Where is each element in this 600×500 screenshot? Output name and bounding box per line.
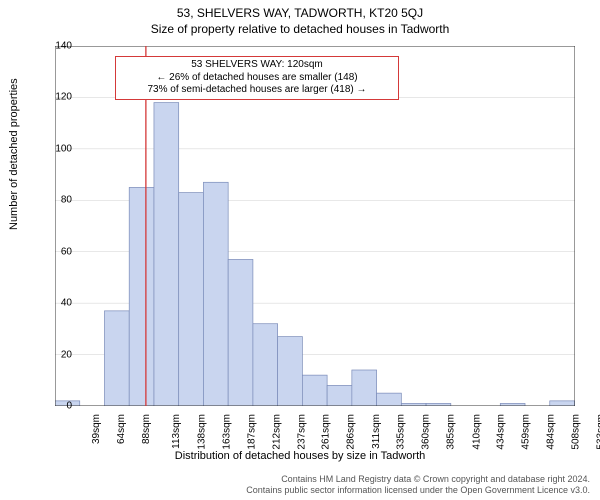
attribution-line2: Contains public sector information licen… <box>246 485 590 496</box>
y-tick: 20 <box>42 349 72 360</box>
y-tick: 40 <box>42 298 72 309</box>
x-tick: 484sqm <box>546 414 557 450</box>
y-tick: 60 <box>42 246 72 257</box>
x-axis-label: Distribution of detached houses by size … <box>0 450 600 462</box>
x-tick: 508sqm <box>570 414 581 450</box>
attribution-text: Contains HM Land Registry data © Crown c… <box>246 474 590 496</box>
x-tick: 64sqm <box>116 414 127 444</box>
x-tick: 113sqm <box>171 414 182 449</box>
x-tick: 88sqm <box>141 414 152 444</box>
annotation-line1: 53 SHELVERS WAY: 120sqm <box>122 59 392 72</box>
x-tick: 39sqm <box>91 414 102 444</box>
annotation-line2: ← 26% of detached houses are smaller (14… <box>122 72 392 85</box>
x-tick: 212sqm <box>271 414 282 450</box>
y-tick: 120 <box>42 92 72 103</box>
x-tick: 163sqm <box>222 414 233 450</box>
page-subtitle: Size of property relative to detached ho… <box>0 20 600 36</box>
x-tick: 533sqm <box>595 414 600 450</box>
x-tick: 187sqm <box>246 414 257 450</box>
y-axis-label: Number of detached properties <box>8 78 20 230</box>
x-tick: 138sqm <box>197 414 208 450</box>
x-tick: 261sqm <box>321 414 332 450</box>
y-tick: 140 <box>42 41 72 52</box>
x-tick: 237sqm <box>297 414 308 450</box>
annotation-callout: 53 SHELVERS WAY: 120sqm ← 26% of detache… <box>115 56 399 100</box>
x-tick: 360sqm <box>421 414 432 450</box>
annotation-line3: 73% of semi-detached houses are larger (… <box>122 84 392 97</box>
x-tick: 335sqm <box>396 414 407 450</box>
attribution-line1: Contains HM Land Registry data © Crown c… <box>246 474 590 485</box>
y-tick: 80 <box>42 195 72 206</box>
x-tick: 286sqm <box>346 414 357 450</box>
page-title: 53, SHELVERS WAY, TADWORTH, KT20 5QJ <box>0 0 600 20</box>
x-tick: 410sqm <box>471 414 482 450</box>
chart-container: 53, SHELVERS WAY, TADWORTH, KT20 5QJ Siz… <box>0 0 600 500</box>
histogram-plot <box>55 46 575 406</box>
x-tick: 434sqm <box>496 414 507 450</box>
x-tick: 385sqm <box>446 414 457 450</box>
x-tick: 311sqm <box>371 414 382 449</box>
y-tick: 100 <box>42 143 72 154</box>
y-tick: 0 <box>42 401 72 412</box>
x-tick: 459sqm <box>521 414 532 450</box>
chart-area <box>55 46 575 406</box>
